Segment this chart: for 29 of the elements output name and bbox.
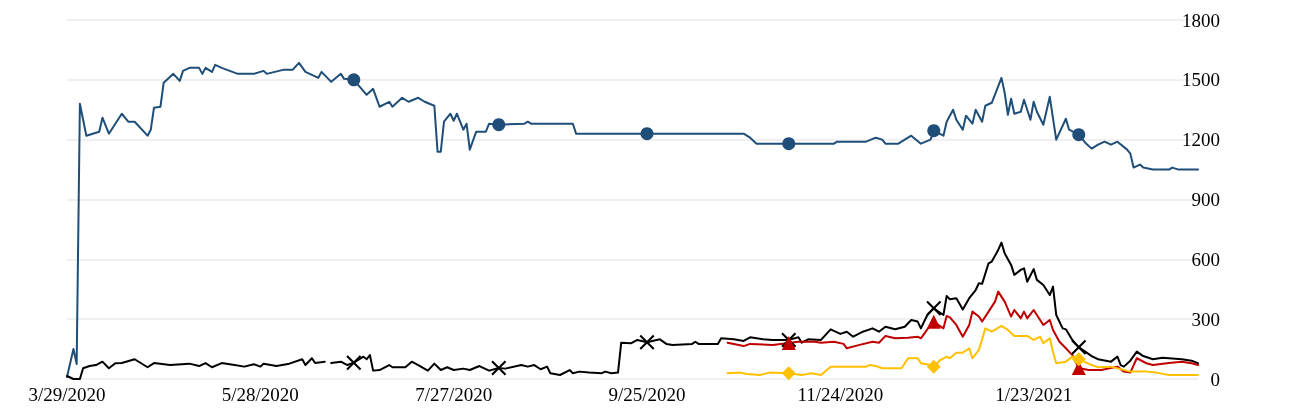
x-tick-label: 7/27/2020 — [415, 384, 493, 405]
point — [491, 360, 507, 376]
x-tick-label: 9/25/2020 — [608, 384, 686, 405]
point — [782, 137, 796, 151]
y-tick-label: 1500 — [1182, 69, 1220, 91]
x-tick-label: 1/23/2021 — [995, 384, 1073, 405]
point — [1071, 339, 1087, 355]
y-tick-label: 1800 — [1182, 9, 1220, 31]
x-tick-label: 5/28/2020 — [221, 384, 299, 405]
point — [347, 73, 361, 87]
point — [346, 355, 362, 371]
point — [640, 127, 654, 141]
point — [1071, 352, 1086, 367]
point — [781, 366, 796, 381]
y-tick-label: 0 — [1210, 368, 1220, 390]
y-tick-label: 600 — [1191, 248, 1220, 270]
point — [781, 336, 796, 351]
point — [639, 334, 655, 350]
point — [926, 300, 942, 316]
point — [927, 124, 941, 138]
point — [926, 314, 941, 329]
point — [492, 118, 506, 132]
y-tick-label: 300 — [1191, 308, 1220, 330]
y-tick-label: 1200 — [1182, 129, 1220, 151]
y-tick-label: 900 — [1191, 189, 1220, 210]
x-tick-label: 3/29/2020 — [28, 384, 106, 405]
point — [926, 359, 941, 374]
point — [1072, 128, 1086, 142]
x-tick-label: 11/24/2020 — [797, 384, 884, 405]
